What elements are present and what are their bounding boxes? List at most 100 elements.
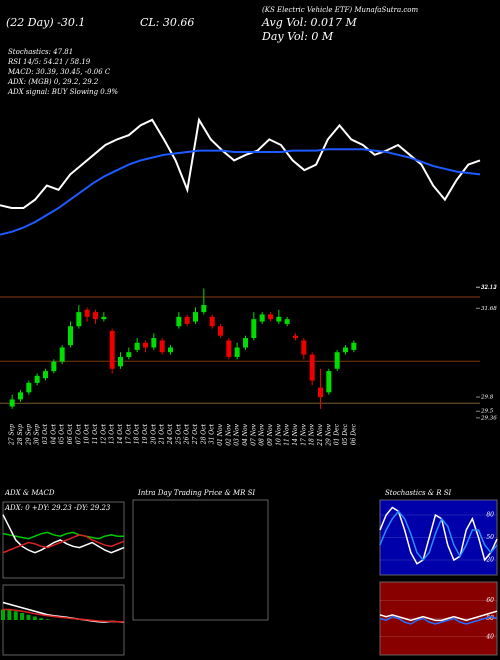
y-tick-label: 50 — [486, 534, 494, 541]
line-series — [2, 534, 125, 554]
line-series — [379, 510, 498, 562]
histogram-bar — [20, 613, 25, 620]
x-tick-label: 24 Oct — [167, 423, 174, 445]
candle-body — [201, 305, 207, 313]
header-close: CL: 30.66 — [140, 16, 194, 29]
x-tick-label: 04 Oct — [50, 423, 57, 444]
candle-body — [318, 387, 323, 398]
candle-body — [84, 309, 90, 317]
x-tick-label: 20 Oct — [150, 423, 157, 445]
candle-body — [184, 316, 190, 324]
candle-body — [126, 352, 132, 357]
candle-body — [51, 361, 57, 372]
y-tick-label: 20 — [485, 557, 494, 564]
line-series — [379, 506, 498, 565]
line-series — [379, 610, 498, 622]
candle-body — [226, 340, 232, 357]
candle-body — [234, 347, 240, 357]
y-tick-label: 29.36 — [480, 415, 497, 421]
candle-body — [34, 375, 40, 383]
candle-body — [351, 342, 357, 350]
x-tick-label: 27 Sep — [9, 424, 16, 446]
candle-body — [268, 314, 273, 320]
histogram-bar — [32, 616, 37, 620]
x-tick-label: 17 Oct — [125, 423, 132, 444]
x-tick-label: 13 Oct — [109, 423, 116, 444]
header-day-vol: Day Vol: 0 M — [261, 30, 334, 43]
x-tick-label: 29 Nov — [325, 423, 332, 446]
header-rsi: RSI 14/5: 54.21 / 58.19 — [7, 58, 91, 66]
y-tick-label: 32.12 — [481, 285, 497, 291]
x-tick-label: 05 Oct — [59, 423, 66, 444]
x-tick-label: 17 Nov — [300, 423, 307, 445]
header-stochastics: Stochastics: 47.81 — [8, 48, 73, 56]
panel-subtitle: ADX: 0 +DY: 29.23 -DY: 29.23 — [4, 504, 111, 512]
y-tick-label: 40 — [485, 633, 494, 640]
candle-body — [284, 319, 290, 324]
candle-body — [293, 335, 298, 339]
histogram-bar — [45, 619, 50, 620]
y-tick-label: 32.13 — [481, 285, 497, 291]
x-tick-label: 07 Nov — [250, 423, 257, 445]
candle-body — [309, 354, 315, 381]
x-tick-label: 10 Oct — [84, 423, 91, 444]
histogram-bar — [26, 614, 31, 620]
x-tick-label: 01 Nov — [217, 423, 224, 445]
candle-body — [276, 316, 282, 322]
candle-body — [168, 347, 173, 353]
line-series — [379, 615, 498, 625]
candle-body — [18, 392, 23, 400]
panel-background — [2, 501, 125, 579]
candle-body — [193, 312, 198, 322]
x-tick-label: 29 Sep — [25, 424, 32, 446]
x-tick-label: 27 Oct — [192, 423, 199, 445]
candle-body — [251, 319, 257, 339]
x-tick-label: 08 Nov — [259, 423, 266, 445]
candle-body — [334, 352, 340, 369]
candle-body — [59, 347, 65, 362]
candle-body — [118, 356, 123, 367]
histogram-bar — [13, 611, 18, 620]
panel-background — [132, 499, 269, 621]
x-tick-label: 09 Nov — [267, 423, 274, 445]
header-title: (KS Electric Vehicle ETF) MunafaSutra.co… — [262, 6, 418, 14]
x-tick-label: 31 Oct — [209, 423, 216, 444]
header-adx: ADX: (MGB) 0, 29.2, 29.2 — [7, 78, 99, 86]
x-tick-label: 25 Oct — [175, 423, 182, 445]
x-tick-label: 28 Sep — [17, 424, 24, 446]
x-tick-label: 26 Oct — [184, 423, 191, 445]
candle-body — [209, 316, 215, 327]
histogram-bar — [7, 609, 12, 620]
candle-body — [151, 338, 157, 348]
candle-body — [76, 312, 82, 327]
candle-body — [26, 382, 32, 393]
candle-body — [143, 342, 148, 348]
y-tick-label: 29.8 — [480, 395, 494, 401]
candle-body — [109, 330, 115, 369]
x-tick-label: 14 Oct — [117, 423, 124, 444]
candle-body — [301, 340, 307, 355]
x-tick-label: 07 Oct — [75, 423, 82, 444]
candle-body — [43, 371, 48, 379]
header-adx-signal: ADX signal: BUY Slowing 0.9% — [7, 88, 118, 96]
line-series — [0, 116, 481, 209]
x-tick-label: 06 Dec — [350, 423, 357, 445]
header-macd: MACD: 30.39, 30.45, -0.06 C — [7, 68, 111, 76]
candle-body — [101, 316, 107, 320]
x-tick-label: 11 Nov — [284, 423, 291, 445]
candle-body — [343, 347, 348, 353]
candle-body — [243, 338, 248, 348]
panel-title: ADX & MACD — [4, 489, 55, 497]
histogram-bar — [1, 609, 5, 620]
x-tick-label: 03 Oct — [42, 423, 49, 444]
y-tick-label: 31.68 — [481, 306, 497, 312]
x-tick-label: 19 Oct — [142, 423, 149, 444]
y-tick-label: 60 — [486, 597, 494, 604]
x-tick-label: 21 Oct — [159, 423, 166, 445]
line-series — [3, 608, 124, 623]
line-series — [0, 148, 481, 236]
x-tick-label: 06 Oct — [67, 423, 74, 444]
candle-body — [159, 340, 165, 353]
x-tick-label: 28 Oct — [200, 423, 207, 445]
